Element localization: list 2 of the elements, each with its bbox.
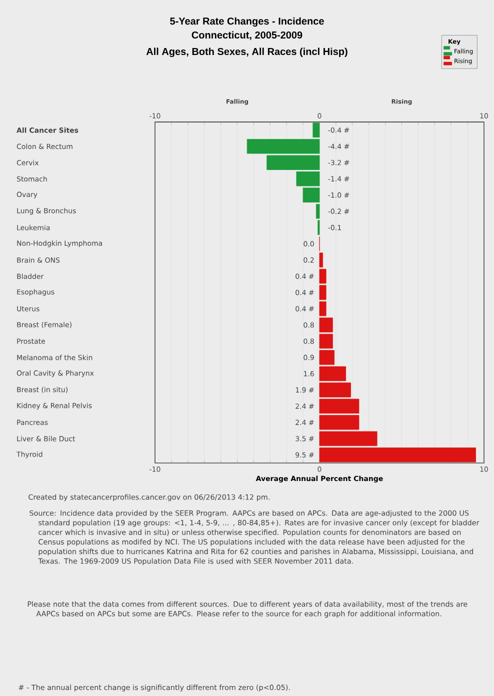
chart-title: 5-Year Rate Changes - Incidence xyxy=(170,17,324,27)
chart-subtitle: Connecticut, 2005-2009 All Ages, Both Sexes, All Races (incl Hisp) xyxy=(146,31,348,58)
